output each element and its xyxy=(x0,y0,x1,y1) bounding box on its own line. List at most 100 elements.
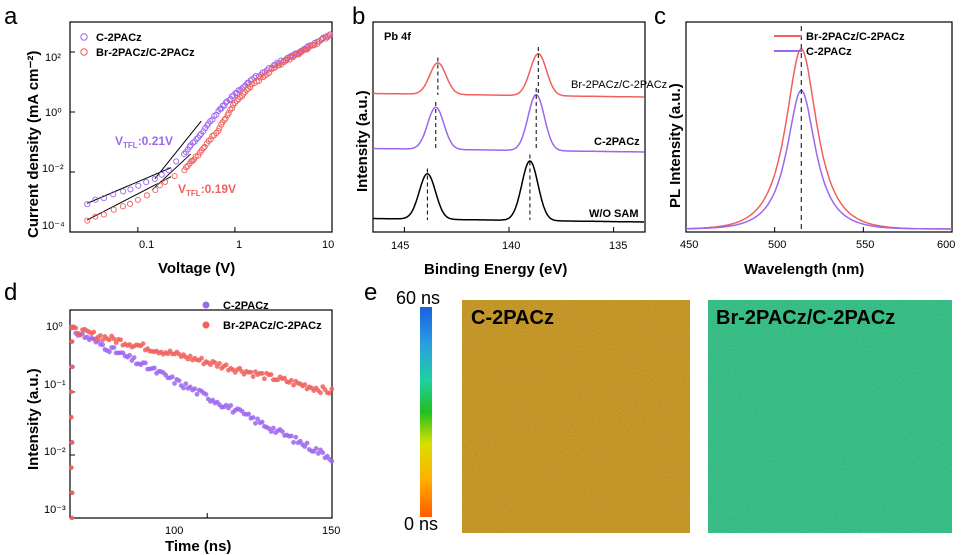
a-point-red xyxy=(229,105,236,112)
e-colorbar-min: 0 ns xyxy=(404,514,438,534)
d-point-red xyxy=(329,386,335,392)
d-point-red xyxy=(223,362,229,368)
b-curve-purple xyxy=(373,93,644,153)
e-map-label-c2pacz: C-2PACz xyxy=(471,307,554,329)
b-ylabel: Intensity (a.u.) xyxy=(354,90,371,192)
d-point-purple xyxy=(183,381,189,387)
d-point-red xyxy=(318,390,323,396)
d-point-red xyxy=(68,414,74,420)
c-xlabel: Wavelength (nm) xyxy=(744,261,864,278)
a-ytick-2: 10⁰ xyxy=(45,107,62,119)
a-annotation-red: VTFL:0.19V xyxy=(178,182,236,198)
a-point-purple xyxy=(200,128,207,135)
d-point-red xyxy=(250,374,256,379)
a-ytick-3: 10² xyxy=(45,52,61,64)
a-point-purple xyxy=(181,150,188,158)
c-curve-red xyxy=(686,48,952,230)
panel-b-frame xyxy=(372,21,646,233)
a-point-purple xyxy=(127,186,134,193)
panel-d: d C-2PACz Br-2PACz/C-2PACz 10⁻³ 10⁻² 10⁻… xyxy=(4,279,340,555)
panel-letter-a: a xyxy=(4,3,18,30)
d-legend-marker-c2pacz xyxy=(202,301,210,309)
d-point-red xyxy=(268,372,274,377)
d-point-red xyxy=(302,382,308,387)
d-point-red xyxy=(288,377,294,383)
panel-letter-e: e xyxy=(364,279,377,306)
a-legend-marker-br xyxy=(80,48,88,56)
a-point-red xyxy=(100,211,107,218)
a-point-red xyxy=(216,125,223,132)
a-fit-line-1 xyxy=(154,120,202,179)
d-xlabel: Time (ns) xyxy=(165,538,231,555)
a-point-red xyxy=(240,90,247,97)
d-point-purple xyxy=(192,386,198,392)
d-legend-marker-br xyxy=(202,321,210,329)
panel-a-ticks xyxy=(70,51,333,233)
a-point-red xyxy=(195,152,202,159)
a-point-red xyxy=(326,31,333,38)
b-xlabel: Binding Energy (eV) xyxy=(424,261,567,278)
a-point-red xyxy=(282,57,289,64)
d-point-red xyxy=(291,382,296,388)
e-colorbar xyxy=(420,307,432,517)
a-point-purple xyxy=(196,132,203,139)
panel-e: e 60 ns 0 ns C-2PACz Br-2PACz/C-2PACz xyxy=(364,279,952,534)
d-point-red xyxy=(261,376,267,382)
a-point-purple xyxy=(92,196,99,203)
a-fit-line-3 xyxy=(151,153,192,191)
d-point-purple xyxy=(268,429,274,434)
c-xtick-3: 600 xyxy=(937,239,955,251)
a-point-purple xyxy=(193,135,200,143)
a-point-red xyxy=(311,41,318,48)
a-point-red xyxy=(230,101,237,108)
d-point-purple xyxy=(250,415,256,420)
d-ytick-2: 10⁻¹ xyxy=(44,379,66,391)
panel-c-curves xyxy=(686,48,952,230)
d-point-red xyxy=(118,337,124,343)
d-point-purple xyxy=(246,411,252,417)
panel-a: a 0.1 1 10 10⁻⁴ 10⁻² 10⁰ 10² Voltage (V)… xyxy=(4,3,334,277)
d-point-red xyxy=(98,333,103,338)
d-point-purple xyxy=(302,444,308,449)
panel-d-frame xyxy=(69,309,333,519)
a-point-red xyxy=(233,97,240,104)
a-point-purple xyxy=(165,167,172,174)
a-point-purple xyxy=(135,182,142,189)
a-xtick-0: 0.1 xyxy=(139,239,154,251)
panel-c: c Br-2PACz/C-2PACz C-2PACz 450 500 550 6… xyxy=(654,3,955,278)
d-point-purple xyxy=(172,381,177,386)
d-point-purple xyxy=(194,391,200,397)
d-point-purple xyxy=(320,450,326,456)
a-point-red xyxy=(119,203,126,210)
a-point-red xyxy=(227,106,234,113)
a-point-red xyxy=(84,217,91,224)
b-xtick-2: 135 xyxy=(609,240,627,252)
a-point-red xyxy=(300,46,307,53)
d-point-red xyxy=(69,515,75,521)
e-map-br-texture xyxy=(708,300,952,533)
b-title: Pb 4f xyxy=(384,31,411,43)
a-legend-c2pacz: C-2PACz xyxy=(96,32,142,44)
a-point-red xyxy=(200,145,207,152)
d-point-purple xyxy=(181,385,186,391)
a-ytick-0: 10⁻⁴ xyxy=(42,220,65,232)
a-point-purple xyxy=(120,188,127,195)
b-xtick-1: 140 xyxy=(502,240,520,252)
panel-letter-d: d xyxy=(4,279,17,306)
a-point-purple xyxy=(158,171,165,178)
d-point-red xyxy=(91,329,97,335)
d-point-purple xyxy=(291,439,296,445)
b-curve-black xyxy=(373,160,644,223)
a-point-red xyxy=(207,136,214,143)
d-point-purple xyxy=(100,342,106,348)
d-point-purple xyxy=(304,440,310,446)
panel-letter-c: c xyxy=(654,3,666,30)
a-legend-marker-c2pacz xyxy=(80,33,88,41)
a-point-red xyxy=(171,173,178,180)
c-xtick-2: 550 xyxy=(856,239,874,251)
e-colorbar-max: 60 ns xyxy=(396,288,440,308)
a-point-purple xyxy=(84,201,91,208)
d-point-red xyxy=(282,375,287,381)
d-point-red xyxy=(100,337,106,343)
a-fit-line-2 xyxy=(86,176,172,221)
